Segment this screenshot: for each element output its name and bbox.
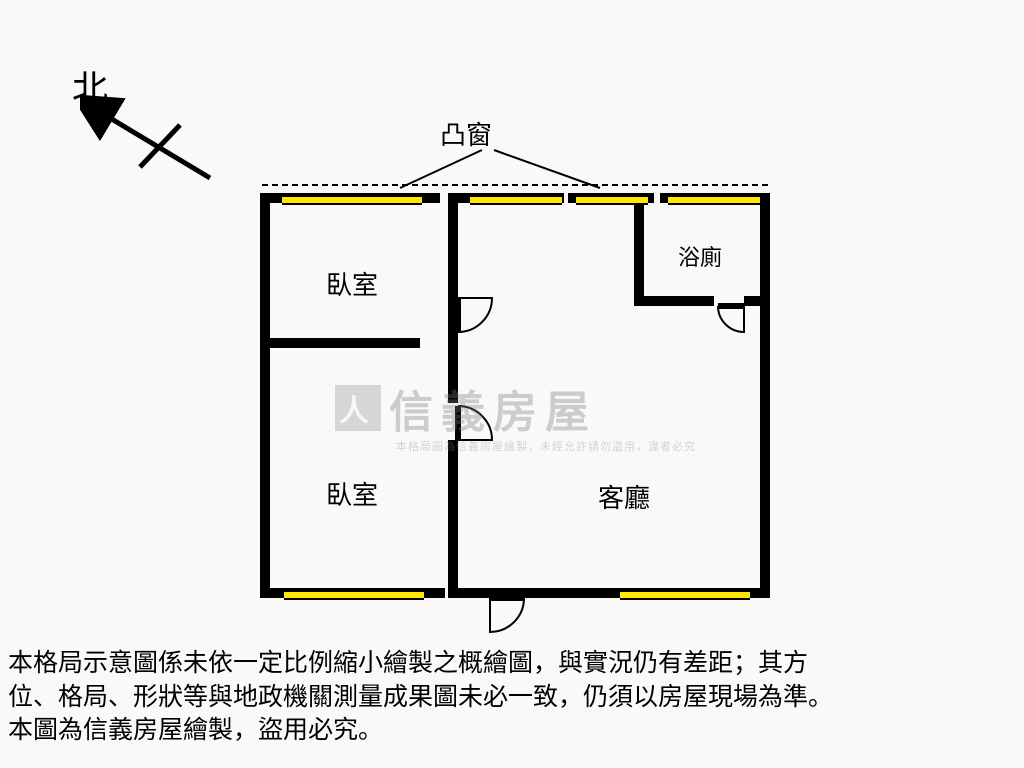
watermark-logo-icon: 人 <box>335 385 381 431</box>
window <box>470 195 562 205</box>
floorplan-canvas: 北 凸窗 <box>0 0 1024 768</box>
disclaimer-text: 本格局示意圖係未依一定比例縮小繪製之概繪圖，與實況仍有差距；其方 位、格局、形狀… <box>8 647 1016 748</box>
room-label-bedroom-1: 臥室 <box>326 265 378 302</box>
window <box>284 590 424 600</box>
window <box>668 195 760 205</box>
disclaimer-line: 本圖為信義房屋繪製，盜用必究。 <box>8 714 1016 748</box>
wall <box>634 203 644 296</box>
room-label-bedroom-2: 臥室 <box>326 475 378 512</box>
disclaimer-line: 位、格局、形狀等與地政機關測量成果圖未必一致，仍須以房屋現場為準。 <box>8 681 1016 715</box>
watermark-subtext: 本格局圖為信義房屋繪製，未經允許請勿盜用，違者必究 <box>396 438 696 454</box>
wall <box>270 338 420 348</box>
room-label-living-room: 客廳 <box>598 478 650 515</box>
window <box>620 590 750 600</box>
watermark-brand-text: 信義房屋 <box>389 376 597 440</box>
wall <box>744 296 762 306</box>
bay-window-dashed-line <box>262 184 768 186</box>
wall <box>448 440 458 598</box>
wall <box>634 296 714 306</box>
window <box>576 195 648 205</box>
wall <box>260 193 270 598</box>
disclaimer-line: 本格局示意圖係未依一定比例縮小繪製之概繪圖，與實況仍有差距；其方 <box>8 647 1016 681</box>
wall <box>448 193 458 403</box>
bay-window-callout-label: 凸窗 <box>440 115 492 152</box>
window <box>282 195 422 205</box>
room-label-bathroom: 浴廁 <box>678 240 722 272</box>
wall <box>760 193 770 598</box>
compass-arrow-icon <box>80 95 240 205</box>
watermark-brand: 人 信義房屋 <box>335 376 597 440</box>
